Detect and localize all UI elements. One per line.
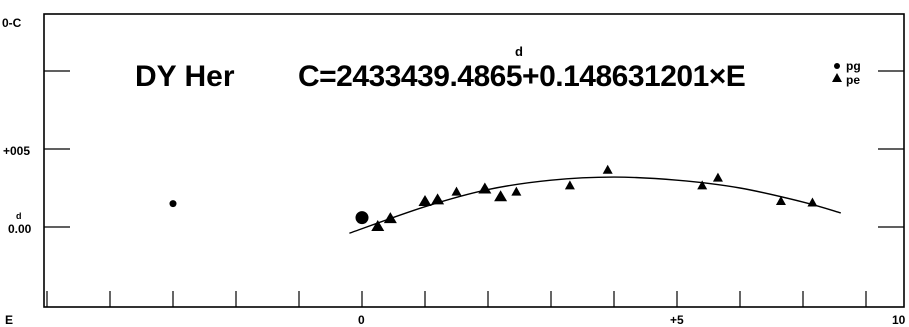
x-tick-label-plus5: +5 xyxy=(670,313,684,327)
data-points xyxy=(169,164,818,231)
data-point-pe xyxy=(431,193,445,205)
chart-title: DY Her xyxy=(135,60,235,93)
data-point-pe xyxy=(494,190,508,202)
data-point-pe xyxy=(775,195,786,205)
x-axis-label: E xyxy=(5,313,13,327)
data-point-pg xyxy=(355,211,369,225)
data-point-pe xyxy=(451,186,462,196)
axis-ticks xyxy=(44,70,904,307)
data-point-pe xyxy=(602,164,613,174)
data-point-pe xyxy=(371,219,385,231)
subtitle-unit-label: d xyxy=(515,44,523,59)
legend-pg-label: pg xyxy=(846,59,861,73)
y-unit-label: d xyxy=(16,211,22,221)
legend-pe-label: pe xyxy=(846,73,860,87)
data-point-pe xyxy=(478,182,492,194)
y-axis-label: 0-C xyxy=(2,16,22,30)
y-tick-label-plus005: +005 xyxy=(3,144,30,158)
data-point-pg xyxy=(169,200,177,208)
x-tick-label-0: 0 xyxy=(358,313,365,327)
chart-subtitle: C=2433439.4865+0.148631201×E xyxy=(298,60,745,93)
x-tick-label-10: 10 xyxy=(892,313,906,327)
plot-frame xyxy=(43,13,905,308)
y-tick-label-000: 0.00 xyxy=(8,222,32,236)
data-point-pe xyxy=(712,172,723,182)
legend-pe-marker xyxy=(832,73,842,82)
data-point-pe xyxy=(418,194,432,206)
data-point-pe xyxy=(564,180,575,190)
data-point-pe xyxy=(383,212,397,224)
data-point-pe xyxy=(511,186,522,196)
legend: pg pe xyxy=(832,59,861,87)
legend-pg-marker xyxy=(834,63,840,69)
data-point-pe xyxy=(697,180,708,190)
data-point-pe xyxy=(807,197,818,207)
